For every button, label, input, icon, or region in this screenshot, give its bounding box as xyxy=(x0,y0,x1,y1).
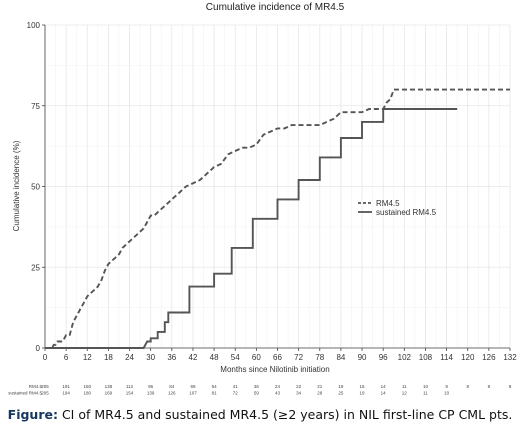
risk-table-cell: 34 xyxy=(296,391,302,396)
risk-table: RM4.5 205 191 160 138 112 96 84 69 54 41 36 24 22 21 19… xyxy=(8,384,512,395)
x-tick-label: 102 xyxy=(398,353,412,362)
x-tick-label: 108 xyxy=(419,353,433,362)
series-line-rm45 xyxy=(45,88,510,349)
risk-table-cell: 24 xyxy=(275,384,281,389)
x-tick-label: 18 xyxy=(104,353,113,362)
risk-table-cell: 19 xyxy=(360,391,366,396)
risk-table-cell: 81 xyxy=(212,391,218,396)
risk-table-cell: 54 xyxy=(212,384,218,389)
risk-table-cell: 205 xyxy=(41,391,49,396)
x-tick-label: 54 xyxy=(231,353,240,362)
risk-table-cell: 21 xyxy=(317,384,323,389)
x-axis-label: Months since Nilotinib initiation xyxy=(220,365,329,374)
risk-table-cell: 126 xyxy=(168,391,176,396)
risk-table-cell: 19 xyxy=(338,384,344,389)
x-tick-label: 6 xyxy=(64,353,69,362)
risk-table-cell: 10 xyxy=(423,384,429,389)
x-tick-label: 78 xyxy=(315,353,324,362)
x-tick-label: 126 xyxy=(482,353,496,362)
risk-table-cell: 11 xyxy=(423,391,428,396)
risk-table-cell: 36 xyxy=(254,384,260,389)
series-line-sustained-rm45 xyxy=(45,108,458,349)
risk-table-cell: 12 xyxy=(402,391,408,396)
axes: 0 6 12 18 24 30 36 42 48 54 60 66 72 78 84 90 96 102 108 11… xyxy=(27,21,518,362)
risk-table-cell: 112 xyxy=(126,384,134,389)
caption-label: Figure: xyxy=(7,407,58,422)
series-layer xyxy=(45,88,510,349)
risk-table-cell: 28 xyxy=(317,391,323,396)
x-tick-label: 120 xyxy=(461,353,475,362)
y-tick-label: 25 xyxy=(31,263,40,272)
caption-text: CI of MR4.5 and sustained MR4.5 (≥2 year… xyxy=(57,407,513,422)
x-tick-label: 30 xyxy=(146,353,155,362)
risk-table-cell: 180 xyxy=(84,391,92,396)
risk-table-cell: 96 xyxy=(148,384,154,389)
x-tick-label: 48 xyxy=(210,353,219,362)
y-tick-label: 100 xyxy=(27,21,41,30)
risk-table-cell: 8 xyxy=(466,384,469,389)
x-tick-label: 12 xyxy=(83,353,92,362)
risk-table-cell: 22 xyxy=(296,384,302,389)
risk-table-cell: 138 xyxy=(105,384,113,389)
cumulative-incidence-chart: 0 6 12 18 24 30 36 42 48 54 60 66 72 78 84 90 96 102 108 11… xyxy=(8,2,518,395)
x-tick-label: 24 xyxy=(125,353,134,362)
risk-table-cell: 84 xyxy=(169,384,175,389)
chart-title: Cumulative incidence of MR4.5 xyxy=(206,2,345,13)
x-tick-label: 66 xyxy=(273,353,282,362)
risk-table-cell: 25 xyxy=(338,391,344,396)
risk-table-cell: 10 xyxy=(444,391,450,396)
risk-table-cell: 14 xyxy=(381,391,387,396)
risk-table-cell: 160 xyxy=(84,384,92,389)
risk-table-cell: 59 xyxy=(254,391,260,396)
risk-table-cell: 139 xyxy=(147,391,155,396)
risk-table-row-label: RM4.5 xyxy=(29,384,43,389)
risk-table-cell: 43 xyxy=(275,391,281,396)
risk-table-cell: 194 xyxy=(62,391,70,396)
risk-table-cell: 14 xyxy=(381,384,387,389)
x-tick-label: 72 xyxy=(294,353,303,362)
y-tick-label: 75 xyxy=(31,102,40,111)
figure-caption: Figure: CI of MR4.5 and sustained MR4.5 … xyxy=(0,407,520,422)
risk-table-cell: 205 xyxy=(41,384,49,389)
risk-table-cell: 72 xyxy=(233,391,239,396)
x-tick-label: 42 xyxy=(189,353,198,362)
risk-table-cell: 8 xyxy=(488,384,491,389)
risk-table-cell: 154 xyxy=(126,391,134,396)
y-axis-label: Cumulative incidence (%) xyxy=(12,140,21,231)
risk-table-cell: 11 xyxy=(402,384,407,389)
risk-table-cell: 69 xyxy=(190,384,196,389)
risk-table-cell: 8 xyxy=(509,384,512,389)
x-tick-label: 114 xyxy=(440,353,453,362)
x-tick-label: 84 xyxy=(336,353,345,362)
risk-table-cell: 16 xyxy=(360,384,366,389)
risk-table-cell: 169 xyxy=(105,391,113,396)
risk-table-cell: 41 xyxy=(233,384,239,389)
x-tick-label: 96 xyxy=(379,353,388,362)
legend-label: RM4.5 xyxy=(376,199,400,208)
y-tick-label: 50 xyxy=(31,183,40,192)
risk-table-cell: 9 xyxy=(445,384,448,389)
risk-table-row-label: sustained RM4.5 xyxy=(8,391,42,396)
risk-table-cell: 191 xyxy=(62,384,70,389)
x-tick-label: 90 xyxy=(358,353,367,362)
x-tick-label: 0 xyxy=(43,353,48,362)
x-tick-label: 36 xyxy=(167,353,176,362)
x-tick-label: 60 xyxy=(252,353,261,362)
x-tick-label: 132 xyxy=(503,353,517,362)
risk-table-cell: 107 xyxy=(189,391,197,396)
y-tick-label: 0 xyxy=(36,344,41,353)
grid-lines xyxy=(44,24,511,349)
legend-label: sustained RM4.5 xyxy=(376,208,437,217)
